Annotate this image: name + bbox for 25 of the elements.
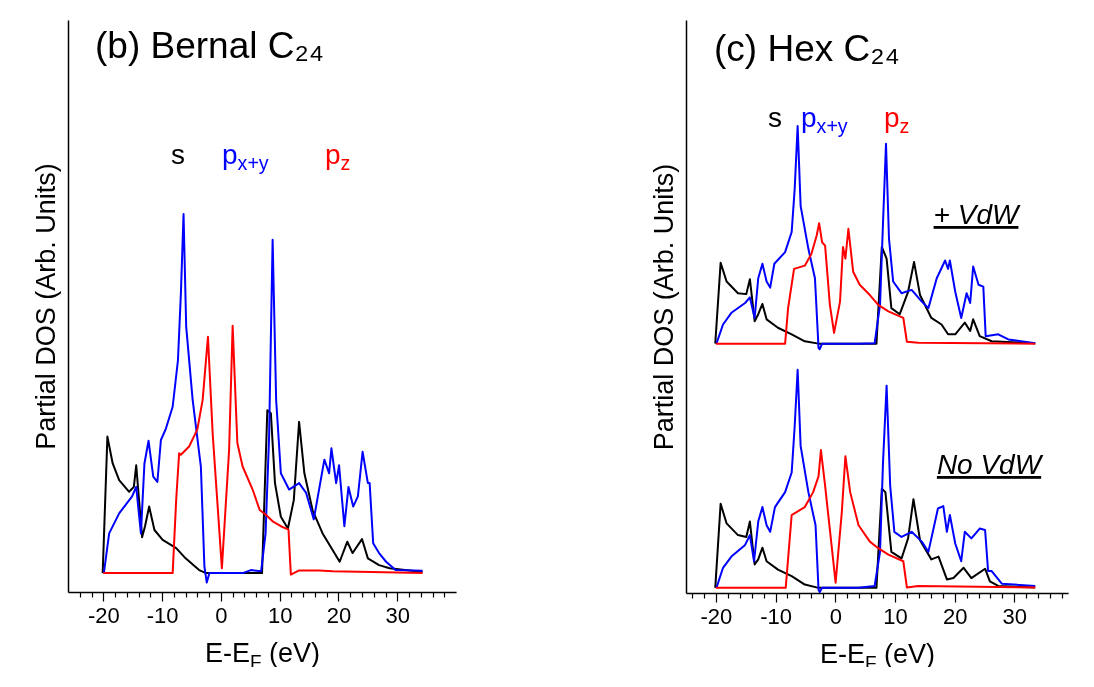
chart-title: (b) Bernal C₂₄: [95, 25, 324, 66]
annotation: No VdW: [936, 449, 1044, 480]
text: s: [171, 139, 185, 170]
text: p$_{z}$: [325, 139, 351, 174]
x-tick-label: 20: [326, 602, 352, 628]
x-tick-label: -10: [146, 602, 179, 628]
x-tick-label: 0: [215, 602, 228, 628]
x-tick-label: 30: [1002, 603, 1028, 629]
series-label: p$_{x+y}$: [222, 139, 269, 174]
text: p$_{z}$: [884, 102, 910, 137]
chart-title: (c) Hex C₂₄: [714, 28, 900, 69]
x-tick-label: 10: [883, 603, 908, 629]
x-tick-label: 30: [385, 602, 411, 628]
x-tick-label: 0: [829, 603, 842, 629]
text: s: [768, 102, 782, 133]
x-axis-title: E-E$_{F}$ (eV): [205, 637, 321, 672]
annotation: + VdW: [933, 199, 1021, 230]
x-tick-label: -20: [87, 602, 120, 628]
x-tick-label: -20: [700, 603, 733, 629]
x-tick-label: -10: [760, 603, 792, 629]
x-tick-label: 20: [942, 603, 968, 629]
x-tick-label: 10: [267, 602, 293, 628]
y-axis-title: Partial DOS (Arb. Units): [30, 163, 61, 450]
series-label: p$_{x+y}$: [801, 102, 848, 137]
y-axis-title: Partial DOS (Arb. Units): [648, 163, 679, 451]
